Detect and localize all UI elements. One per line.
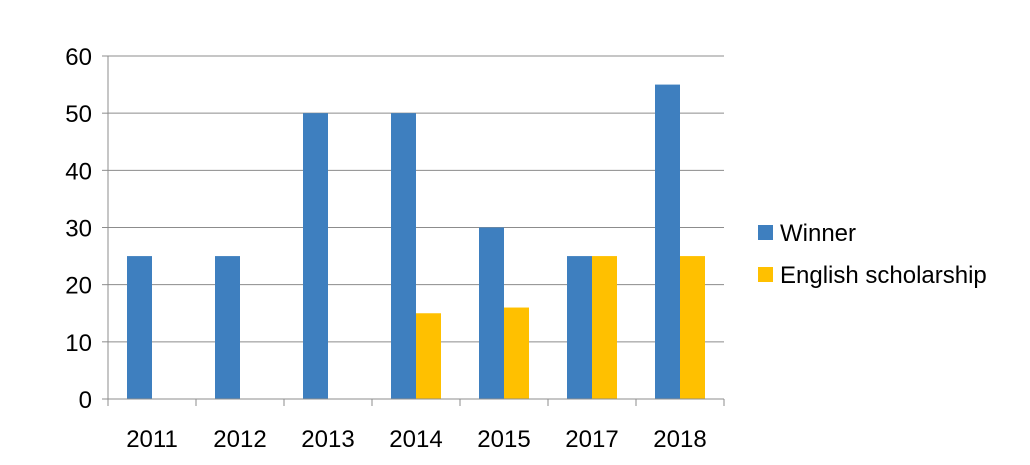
y-tick-label: 30 (65, 216, 92, 243)
bars (127, 84, 705, 400)
bar-english-scholarship-2018 (680, 256, 705, 399)
y-tick-label: 40 (65, 158, 92, 185)
x-tick-label: 2018 (653, 426, 706, 453)
x-tick-label: 2017 (565, 426, 618, 453)
bar-winner-2018 (655, 84, 680, 399)
bar-winner-2015 (479, 227, 504, 399)
y-tick-label: 20 (65, 273, 92, 300)
bar-winner-2014 (391, 113, 416, 400)
x-tick-label: 2015 (477, 426, 530, 453)
legend-swatch (758, 267, 773, 282)
bar-winner-2012 (215, 256, 240, 399)
y-tick-label: 60 (65, 44, 92, 71)
x-tick-label: 2013 (301, 426, 354, 453)
legend-label: English scholarship (780, 262, 987, 289)
bar-winner-2013 (303, 113, 328, 400)
bar-winner-2017 (567, 256, 592, 399)
x-tick-label: 2014 (389, 426, 442, 453)
y-axis-ticks: 0 10 20 30 40 50 60 (65, 44, 109, 414)
x-axis-ticks: 2011 2012 2013 2014 2015 2017 2018 (107, 399, 725, 453)
x-tick-label: 2011 (126, 426, 178, 453)
bar-english-scholarship-2017 (592, 256, 617, 399)
legend: Winner English scholarship (758, 220, 987, 289)
bar-english-scholarship-2015 (504, 307, 529, 399)
bar-winner-2011 (127, 256, 152, 399)
y-tick-label: 0 (79, 387, 92, 414)
x-tick-label: 2012 (213, 426, 266, 453)
y-tick-label: 10 (65, 330, 92, 357)
bar-english-scholarship-2014 (416, 313, 441, 399)
legend-label: Winner (780, 220, 856, 247)
legend-swatch (758, 225, 773, 240)
y-tick-label: 50 (65, 101, 92, 128)
